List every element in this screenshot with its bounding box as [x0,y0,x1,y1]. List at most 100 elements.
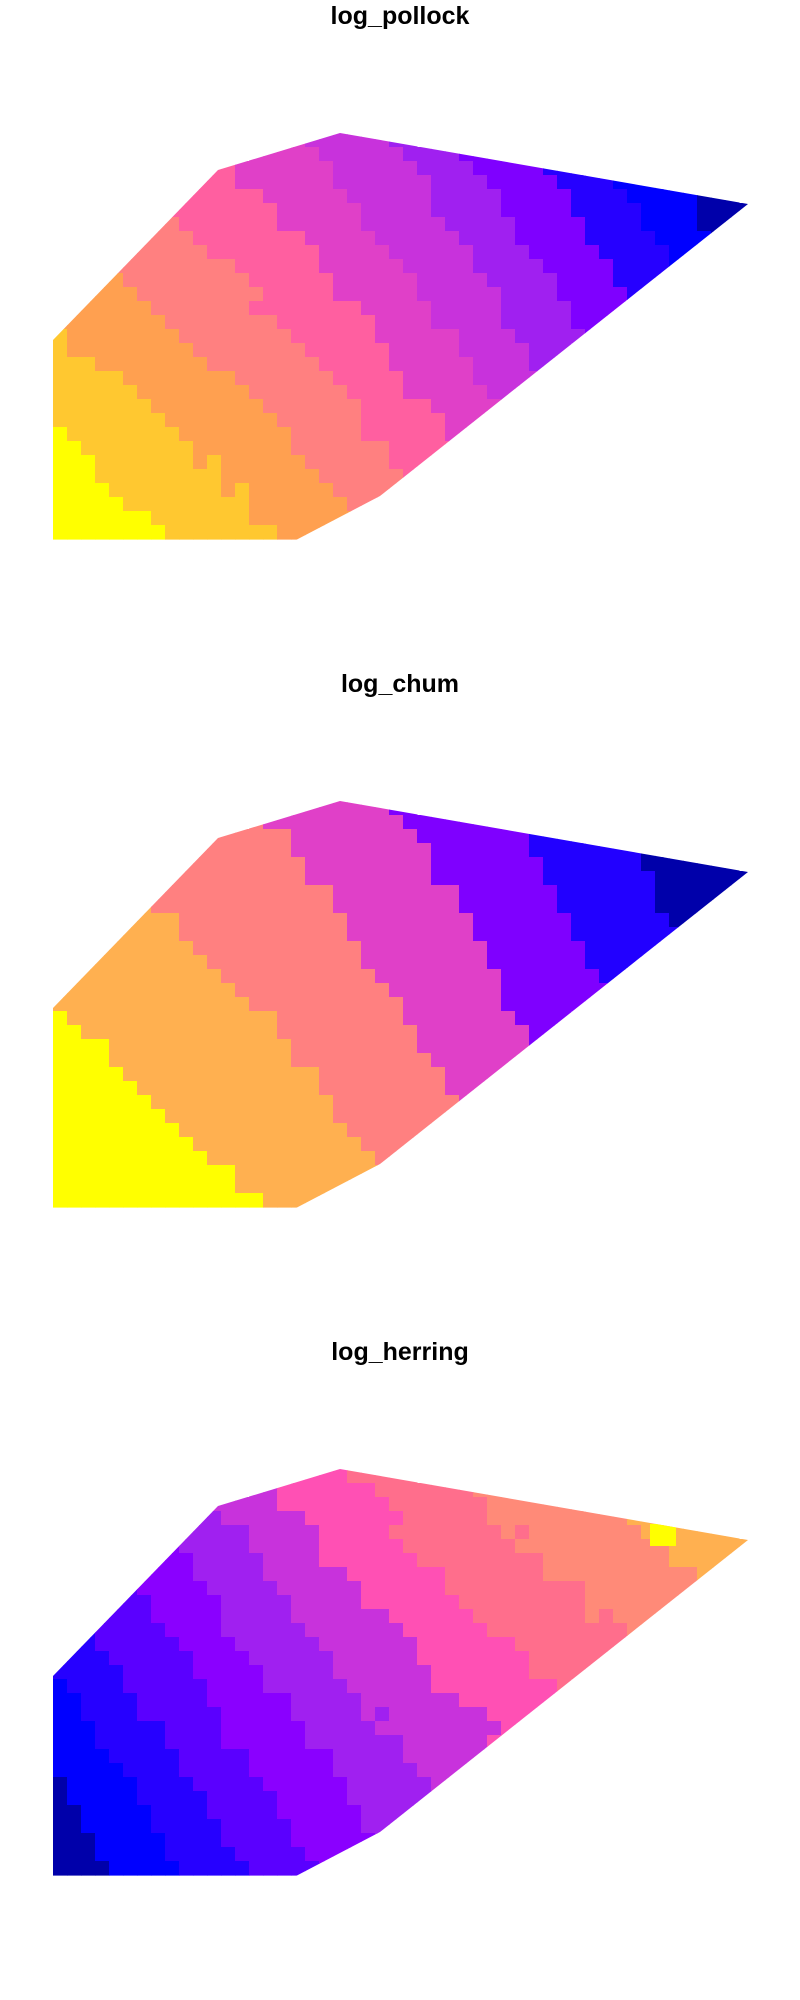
heatmap-cell [123,1637,138,1652]
heatmap-cell [403,385,418,400]
heatmap-cell [333,1707,348,1722]
heatmap-cell [291,871,306,886]
heatmap-cell [179,399,194,414]
heatmap-cell [431,1081,446,1096]
heatmap-cell [67,1665,82,1680]
heatmap-cell [361,1609,376,1624]
heatmap-cell [417,1553,432,1568]
heatmap-cell [263,927,278,942]
heatmap-cell [319,1777,334,1792]
heatmap-cell [193,1819,208,1834]
heatmap-cell [333,885,348,900]
heatmap-cell [67,469,82,484]
heatmap-cell [347,1011,362,1026]
heatmap-cell [417,371,432,386]
heatmap-cell [179,371,194,386]
heatmap-cell [473,1053,488,1068]
heatmap-cell [277,1193,292,1208]
heatmap-cell [417,455,432,470]
heatmap-cell [207,245,222,260]
heatmap-cell [529,1623,544,1638]
heatmap-cell [697,217,712,232]
heatmap-cell [235,245,250,260]
heatmap-cell [221,245,236,260]
heatmap-cell [277,147,292,162]
heatmap-cell [417,843,432,858]
heatmap-cell [67,343,82,358]
heatmap-cell [319,1861,334,1876]
heatmap-cell [109,1623,124,1638]
heatmap-cell [417,1707,432,1722]
heatmap-cell [53,385,68,400]
heatmap-cell [291,1553,306,1568]
heatmap-cell [151,399,166,414]
heatmap-cell [417,385,432,400]
heatmap-cell [207,1791,222,1806]
heatmap-cell [235,1623,250,1638]
heatmap-cell [151,941,166,956]
heatmap-cell [459,815,474,830]
heatmap-cell [319,203,334,218]
heatmap-cell [543,273,558,288]
heatmap-cell [123,1609,138,1624]
heatmap-cell [53,1693,68,1708]
heatmap-cell [417,1095,432,1110]
heatmap-cell [249,455,264,470]
heatmap-cell [347,1151,362,1166]
heatmap-cell [95,1137,110,1152]
heatmap-cell [319,1609,334,1624]
heatmap-cell [193,329,208,344]
heatmap-cell [95,1693,110,1708]
heatmap-cell [501,829,516,844]
heatmap-cell [319,1497,334,1512]
heatmap-cell [291,983,306,998]
heatmap-cell [501,983,516,998]
heatmap-cell [249,1791,264,1806]
heatmap-cell [319,1081,334,1096]
heatmap-cell [403,913,418,928]
heatmap-cell [431,843,446,858]
heatmap-cell [459,343,474,358]
heatmap-cell [137,927,152,942]
heatmap-cell [137,1735,152,1750]
heatmap-cell [179,413,194,428]
heatmap-cell [697,1525,712,1540]
heatmap-cell [137,1567,152,1582]
heatmap-cell [277,245,292,260]
heatmap-cell [375,357,390,372]
heatmap-cell [529,1039,544,1054]
heatmap-cell [123,1137,138,1152]
heatmap-cell [235,189,250,204]
heatmap-cell [319,385,334,400]
heatmap-cell [207,385,222,400]
heatmap-cell [277,1637,292,1652]
heatmap-cell [165,287,180,302]
heatmap-cell [249,997,264,1012]
heatmap-cell [473,1679,488,1694]
heatmap-cell [333,399,348,414]
heatmap-cell [235,1861,250,1876]
heatmap-cell [263,815,278,830]
heatmap-cell [655,857,670,872]
heatmap-cell [249,1581,264,1596]
heatmap-cell [375,245,390,260]
heatmap-cell [445,1665,460,1680]
heatmap-cell [137,1707,152,1722]
heatmap-cell [207,1011,222,1026]
heatmap-cell [333,1081,348,1096]
heatmap-cell [585,245,600,260]
heatmap-cell [501,941,516,956]
heatmap-cell [333,1137,348,1152]
heatmap-cell [669,1595,684,1610]
heatmap-cell [403,1053,418,1068]
heatmap-cell [431,1777,446,1792]
heatmap-cell [599,983,614,998]
heatmap-cell [487,941,502,956]
heatmap-cell [571,955,586,970]
heatmap-cell [179,525,194,540]
heatmap-cell [53,343,68,358]
heatmap-cell [249,1165,264,1180]
heatmap-cell [347,217,362,232]
heatmap-cell [669,927,684,942]
heatmap-cell [333,871,348,886]
